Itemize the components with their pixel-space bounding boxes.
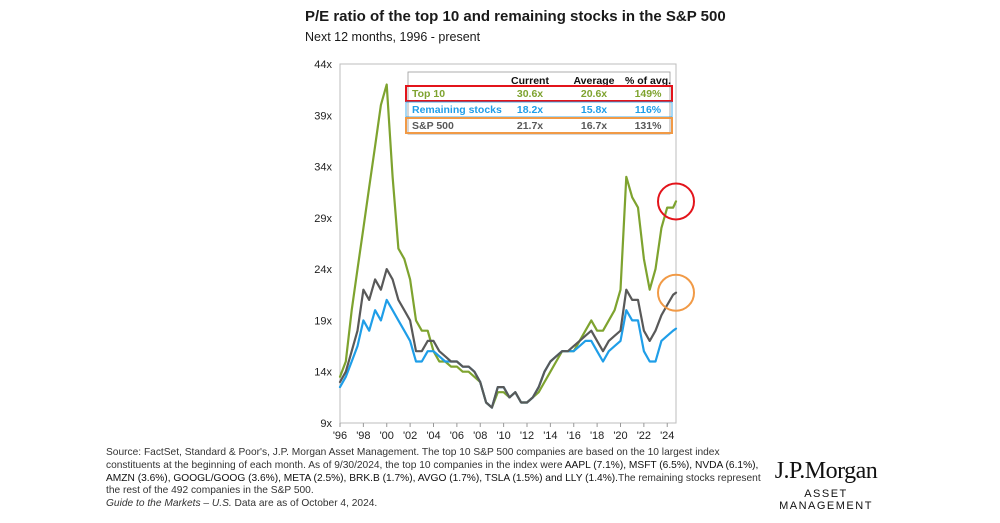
table-cell-pct: 116% xyxy=(635,104,662,116)
x-tick-label: '14 xyxy=(543,430,557,442)
x-tick-label: '04 xyxy=(426,430,440,442)
y-tick-label: 44x xyxy=(314,59,332,71)
x-tick-label: '98 xyxy=(356,430,370,442)
table-header: Average xyxy=(573,75,614,87)
source-note: Source: FactSet, Standard & Poor's, J.P.… xyxy=(106,447,774,511)
top10-current-highlight xyxy=(657,182,695,221)
x-tick-label: '08 xyxy=(473,430,487,442)
y-tick-label: 34x xyxy=(314,162,332,174)
table-row-label: Top 10 xyxy=(412,88,445,100)
x-tick-label: '96 xyxy=(333,430,347,442)
table-row-label: S&P 500 xyxy=(412,120,454,132)
series-line-sp500 xyxy=(338,268,678,409)
sp500-current-highlight xyxy=(657,273,695,312)
source-date: Data are as of October 4, 2024. xyxy=(231,498,378,510)
x-tick-label: '02 xyxy=(403,430,417,442)
table-cell-current: 18.2x xyxy=(517,104,543,116)
y-tick-label: 9x xyxy=(320,418,332,430)
table-cell-pct: 149% xyxy=(635,88,663,100)
source-companies: AAPL (7.1%), MSFT (6.5%), NVDA (6.1%), A… xyxy=(106,459,759,484)
plot-frame xyxy=(339,63,677,424)
table-cell-average: 16.7x xyxy=(581,120,607,132)
jpmorgan-logo: J.P.Morgan ASSET MANAGEMENT xyxy=(771,458,881,512)
x-tick-label: '16 xyxy=(567,430,581,442)
y-tick-label: 29x xyxy=(314,213,332,225)
table-row-outline xyxy=(405,85,673,102)
x-tick-label: '24 xyxy=(660,430,674,442)
chart-subtitle: Next 12 months, 1996 - present xyxy=(305,30,481,44)
x-tick-label: '10 xyxy=(496,430,510,442)
y-tick-label: 24x xyxy=(314,264,332,276)
x-tick-label: '12 xyxy=(520,430,534,442)
x-tick-label: '18 xyxy=(590,430,604,442)
table-header: % of avg. xyxy=(625,75,671,87)
x-tick-label: '20 xyxy=(613,430,627,442)
table-row-label: Remaining stocks xyxy=(412,104,502,116)
series-line-remaining xyxy=(338,298,678,409)
source-tail: The remaining stocks represent the rest … xyxy=(106,472,761,497)
x-tick-label: '00 xyxy=(380,430,394,442)
logo-subtitle: ASSET MANAGEMENT xyxy=(779,488,873,512)
table-header: Current xyxy=(511,75,549,87)
y-tick-label: 19x xyxy=(314,315,332,327)
source-guide: Guide to the Markets – U.S. xyxy=(106,498,232,510)
chart-title: P/E ratio of the top 10 and remaining st… xyxy=(305,8,726,25)
table-cell-average: 15.8x xyxy=(581,104,607,116)
x-tick-label: '22 xyxy=(637,430,651,442)
logo-name: J.P.Morgan xyxy=(774,458,878,484)
table-cell-average: 20.6x xyxy=(581,88,607,100)
table-cell-current: 30.6x xyxy=(517,88,543,100)
table-cell-current: 21.7x xyxy=(517,120,543,132)
y-tick-label: 39x xyxy=(314,110,332,122)
table-cell-pct: 131% xyxy=(635,120,663,132)
summary-table-bg xyxy=(407,71,671,135)
y-tick-label: 14x xyxy=(314,367,332,379)
source-text: Source: FactSet, Standard & Poor's, J.P.… xyxy=(106,447,720,471)
x-tick-label: '06 xyxy=(450,430,464,442)
table-row-outline xyxy=(405,117,673,134)
